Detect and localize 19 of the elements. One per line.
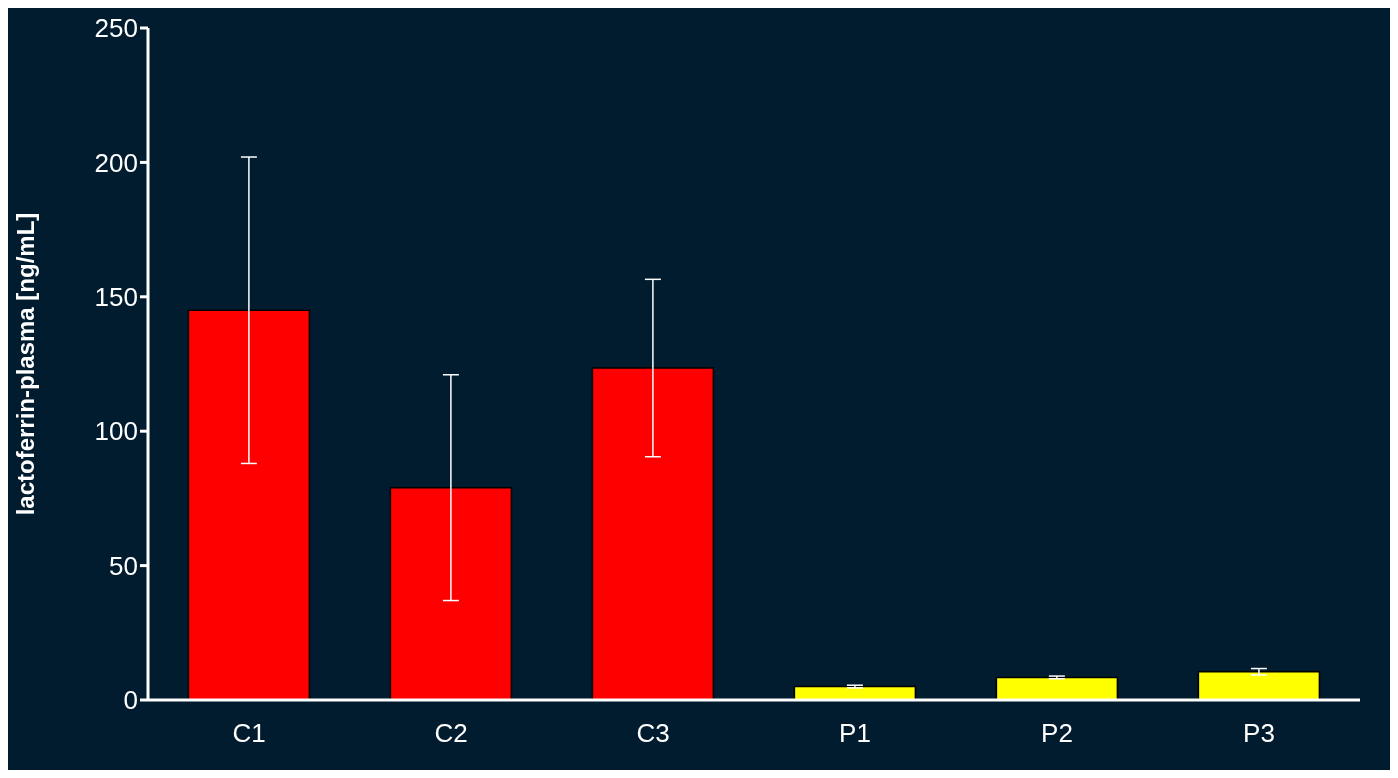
bar xyxy=(389,486,513,700)
x-tick-label: C3 xyxy=(636,718,670,749)
y-axis-title: lactoferrin-plasma [ng/mL] xyxy=(11,212,39,516)
x-tick-label: C2 xyxy=(434,718,468,749)
bar xyxy=(995,676,1119,700)
y-tick-label: 150 xyxy=(94,282,138,313)
bar xyxy=(591,367,715,700)
bar xyxy=(187,309,311,700)
bar xyxy=(793,685,917,700)
x-tick-label: P1 xyxy=(839,718,871,749)
y-tick-label: 50 xyxy=(109,550,138,581)
x-tick-label: P2 xyxy=(1041,718,1073,749)
x-tick-label: C1 xyxy=(232,718,266,749)
y-tick-label: 0 xyxy=(123,685,138,716)
bar xyxy=(1197,671,1321,700)
x-tick-label: P3 xyxy=(1243,718,1275,749)
y-tick-label: 200 xyxy=(94,147,138,178)
y-tick-label: 250 xyxy=(94,13,138,44)
y-tick-label: 100 xyxy=(94,416,138,447)
